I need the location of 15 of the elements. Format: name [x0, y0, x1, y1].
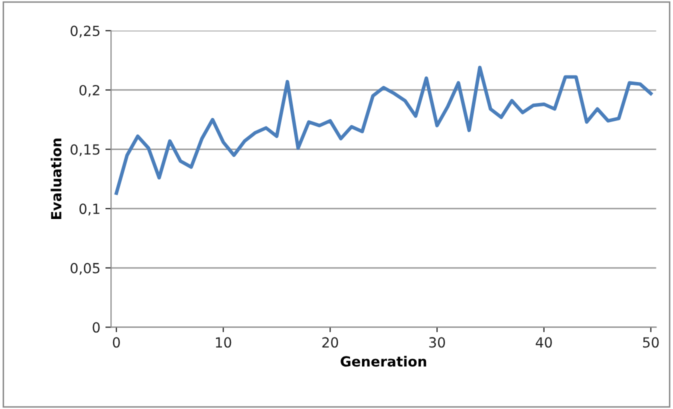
- x-tick-label: 50: [643, 337, 659, 348]
- y-tick-label: 0,1: [79, 204, 100, 216]
- y-tick-label: 0,25: [70, 26, 100, 38]
- x-tick-label: 10: [216, 337, 232, 348]
- y-tick-label: 0: [92, 322, 100, 333]
- line-series: [114, 66, 653, 195]
- y-tick-label: 0,05: [70, 262, 100, 275]
- x-tick-label: 20: [322, 337, 338, 348]
- x-tick-label: 0: [112, 337, 120, 348]
- y-tick-label: 0,2: [79, 84, 100, 97]
- x-tick-label: 30: [429, 337, 445, 348]
- y-axis-title: Evaluation: [50, 138, 62, 220]
- x-axis-title: Generation: [340, 356, 426, 367]
- x-tick-label: 40: [536, 337, 552, 348]
- y-tick-label: 0,15: [70, 144, 100, 156]
